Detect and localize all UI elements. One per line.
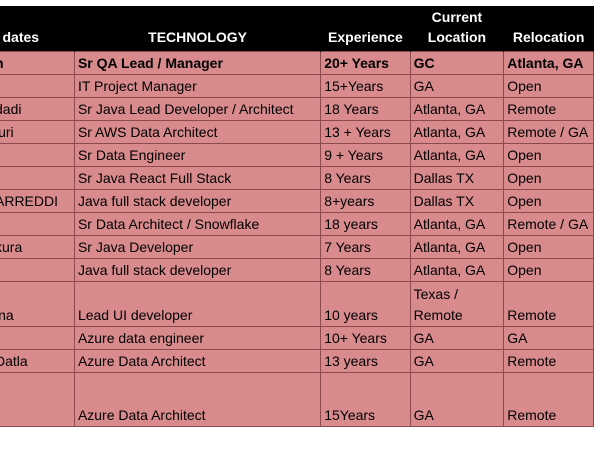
cell-location: GA <box>409 74 505 98</box>
table-row: ina Lead UI developer 10 years Texas / R… <box>0 281 594 327</box>
cell-location: Atlanta, GA <box>409 258 505 282</box>
table-row: dadi Sr Java Lead Developer / Architect … <box>0 97 594 121</box>
cell-technology: Sr Data Engineer <box>73 143 322 167</box>
cell-candidate: n <box>0 51 75 75</box>
cell-technology: Lead UI developer <box>73 281 322 327</box>
cell-experience: 15+Years <box>320 74 411 98</box>
table-row: Sr Data Architect / Snowflake 18 years A… <box>0 212 594 236</box>
cell-location: GA <box>409 349 505 373</box>
cell-candidate: Datla <box>0 349 75 373</box>
cell-location: Atlanta, GA <box>409 120 505 144</box>
cell-candidate: luri <box>0 120 75 144</box>
cell-location: GA <box>409 372 505 427</box>
cell-candidate <box>0 258 75 282</box>
table-row: Azure Data Architect 15Years GA Remote <box>0 372 594 427</box>
cell-location: Atlanta, GA <box>409 212 505 236</box>
cell-candidate: ARREDDI <box>0 189 75 213</box>
table-row: luri Sr AWS Data Architect 13 + Years At… <box>0 120 594 144</box>
cell-experience: 18 Years <box>320 97 411 121</box>
cell-relocation: Atlanta, GA <box>503 51 594 75</box>
cell-experience: 8 Years <box>320 258 411 282</box>
cell-candidate <box>0 212 75 236</box>
cell-candidate <box>0 143 75 167</box>
cell-candidate: kura <box>0 235 75 259</box>
cell-relocation: Open <box>503 143 594 167</box>
cell-experience: 8 Years <box>320 166 411 190</box>
cell-relocation: GA <box>503 326 594 350</box>
cell-experience: 13 years <box>320 349 411 373</box>
cell-location: Atlanta, GA <box>409 235 505 259</box>
table-row: n Sr QA Lead / Manager 20+ Years GC Atla… <box>0 51 594 75</box>
table-row: Azure data engineer 10+ Years GA GA <box>0 326 594 350</box>
cell-candidate <box>0 372 75 427</box>
table-row: IT Project Manager 15+Years GA Open <box>0 74 594 98</box>
cell-relocation: Remote <box>503 97 594 121</box>
cell-location: GC <box>409 51 505 75</box>
header-current-location-line1: Current <box>431 9 483 25</box>
table-row: Sr Java React Full Stack 8 Years Dallas … <box>0 166 594 190</box>
cell-technology: Sr Java Lead Developer / Architect <box>73 97 322 121</box>
cell-relocation: Open <box>503 189 594 213</box>
cell-location: Texas / Remote <box>409 281 505 327</box>
cell-location: Atlanta, GA <box>409 97 505 121</box>
cell-relocation: Open <box>503 258 594 282</box>
cell-candidate <box>0 326 75 350</box>
cell-experience: 7 Years <box>320 235 411 259</box>
cell-technology: Azure Data Architect <box>73 372 322 427</box>
cell-experience: 18 years <box>320 212 411 236</box>
header-relocation: Relocation <box>503 6 594 52</box>
cell-relocation: Open <box>503 74 594 98</box>
cell-technology: Sr Java React Full Stack <box>73 166 322 190</box>
table-row: kura Sr Java Developer 7 Years Atlanta, … <box>0 235 594 259</box>
cell-technology: Azure data engineer <box>73 326 322 350</box>
cell-technology: Java full stack developer <box>73 189 322 213</box>
header-experience: Experience <box>320 6 411 52</box>
cell-technology: Java full stack developer <box>73 258 322 282</box>
cell-relocation: Open <box>503 166 594 190</box>
table-row: ARREDDI Java full stack developer 8+year… <box>0 189 594 213</box>
candidate-table: dates TECHNOLOGY Experience Current Loca… <box>0 6 594 427</box>
cell-candidate: dadi <box>0 97 75 121</box>
cell-technology: Sr AWS Data Architect <box>73 120 322 144</box>
cell-location-line2: Remote <box>413 307 463 323</box>
cell-experience: 9 + Years <box>320 143 411 167</box>
cell-relocation: Remote <box>503 349 594 373</box>
header-row: dates TECHNOLOGY Experience Current Loca… <box>0 6 594 52</box>
cell-experience: 10 years <box>320 281 411 327</box>
cell-technology: Sr QA Lead / Manager <box>73 51 322 75</box>
table-row: Sr Data Engineer 9 + Years Atlanta, GA O… <box>0 143 594 167</box>
header-current-location: Current Location <box>410 6 505 52</box>
cell-experience: 10+ Years <box>320 326 411 350</box>
cell-candidate <box>0 74 75 98</box>
cell-experience: 8+years <box>320 189 411 213</box>
header-current-location-line2: Location <box>427 29 487 45</box>
table-row: Java full stack developer 8 Years Atlant… <box>0 258 594 282</box>
cell-relocation: Remote <box>503 372 594 427</box>
cell-location-line1: Texas / <box>413 286 458 302</box>
cell-location: GA <box>409 326 505 350</box>
cell-relocation: Remote / GA <box>503 120 594 144</box>
cell-relocation: Remote <box>503 281 594 327</box>
header-technology: TECHNOLOGY <box>74 6 322 52</box>
table-row: Datla Azure Data Architect 13 years GA R… <box>0 349 594 373</box>
cell-experience: 13 + Years <box>320 120 411 144</box>
cell-relocation: Open <box>503 235 594 259</box>
cell-candidate: ina <box>0 281 75 327</box>
cell-experience: 20+ Years <box>320 51 411 75</box>
cell-technology: Sr Java Developer <box>73 235 322 259</box>
cell-technology: Azure Data Architect <box>73 349 322 373</box>
cell-location: Atlanta, GA <box>409 143 505 167</box>
cell-experience: 15Years <box>320 372 411 427</box>
cell-technology: Sr Data Architect / Snowflake <box>73 212 322 236</box>
cell-candidate <box>0 166 75 190</box>
header-candidates: dates <box>0 6 75 52</box>
cell-technology: IT Project Manager <box>73 74 322 98</box>
cell-location: Dallas TX <box>409 189 505 213</box>
cell-relocation: Remote / GA <box>503 212 594 236</box>
cell-location: Dallas TX <box>409 166 505 190</box>
